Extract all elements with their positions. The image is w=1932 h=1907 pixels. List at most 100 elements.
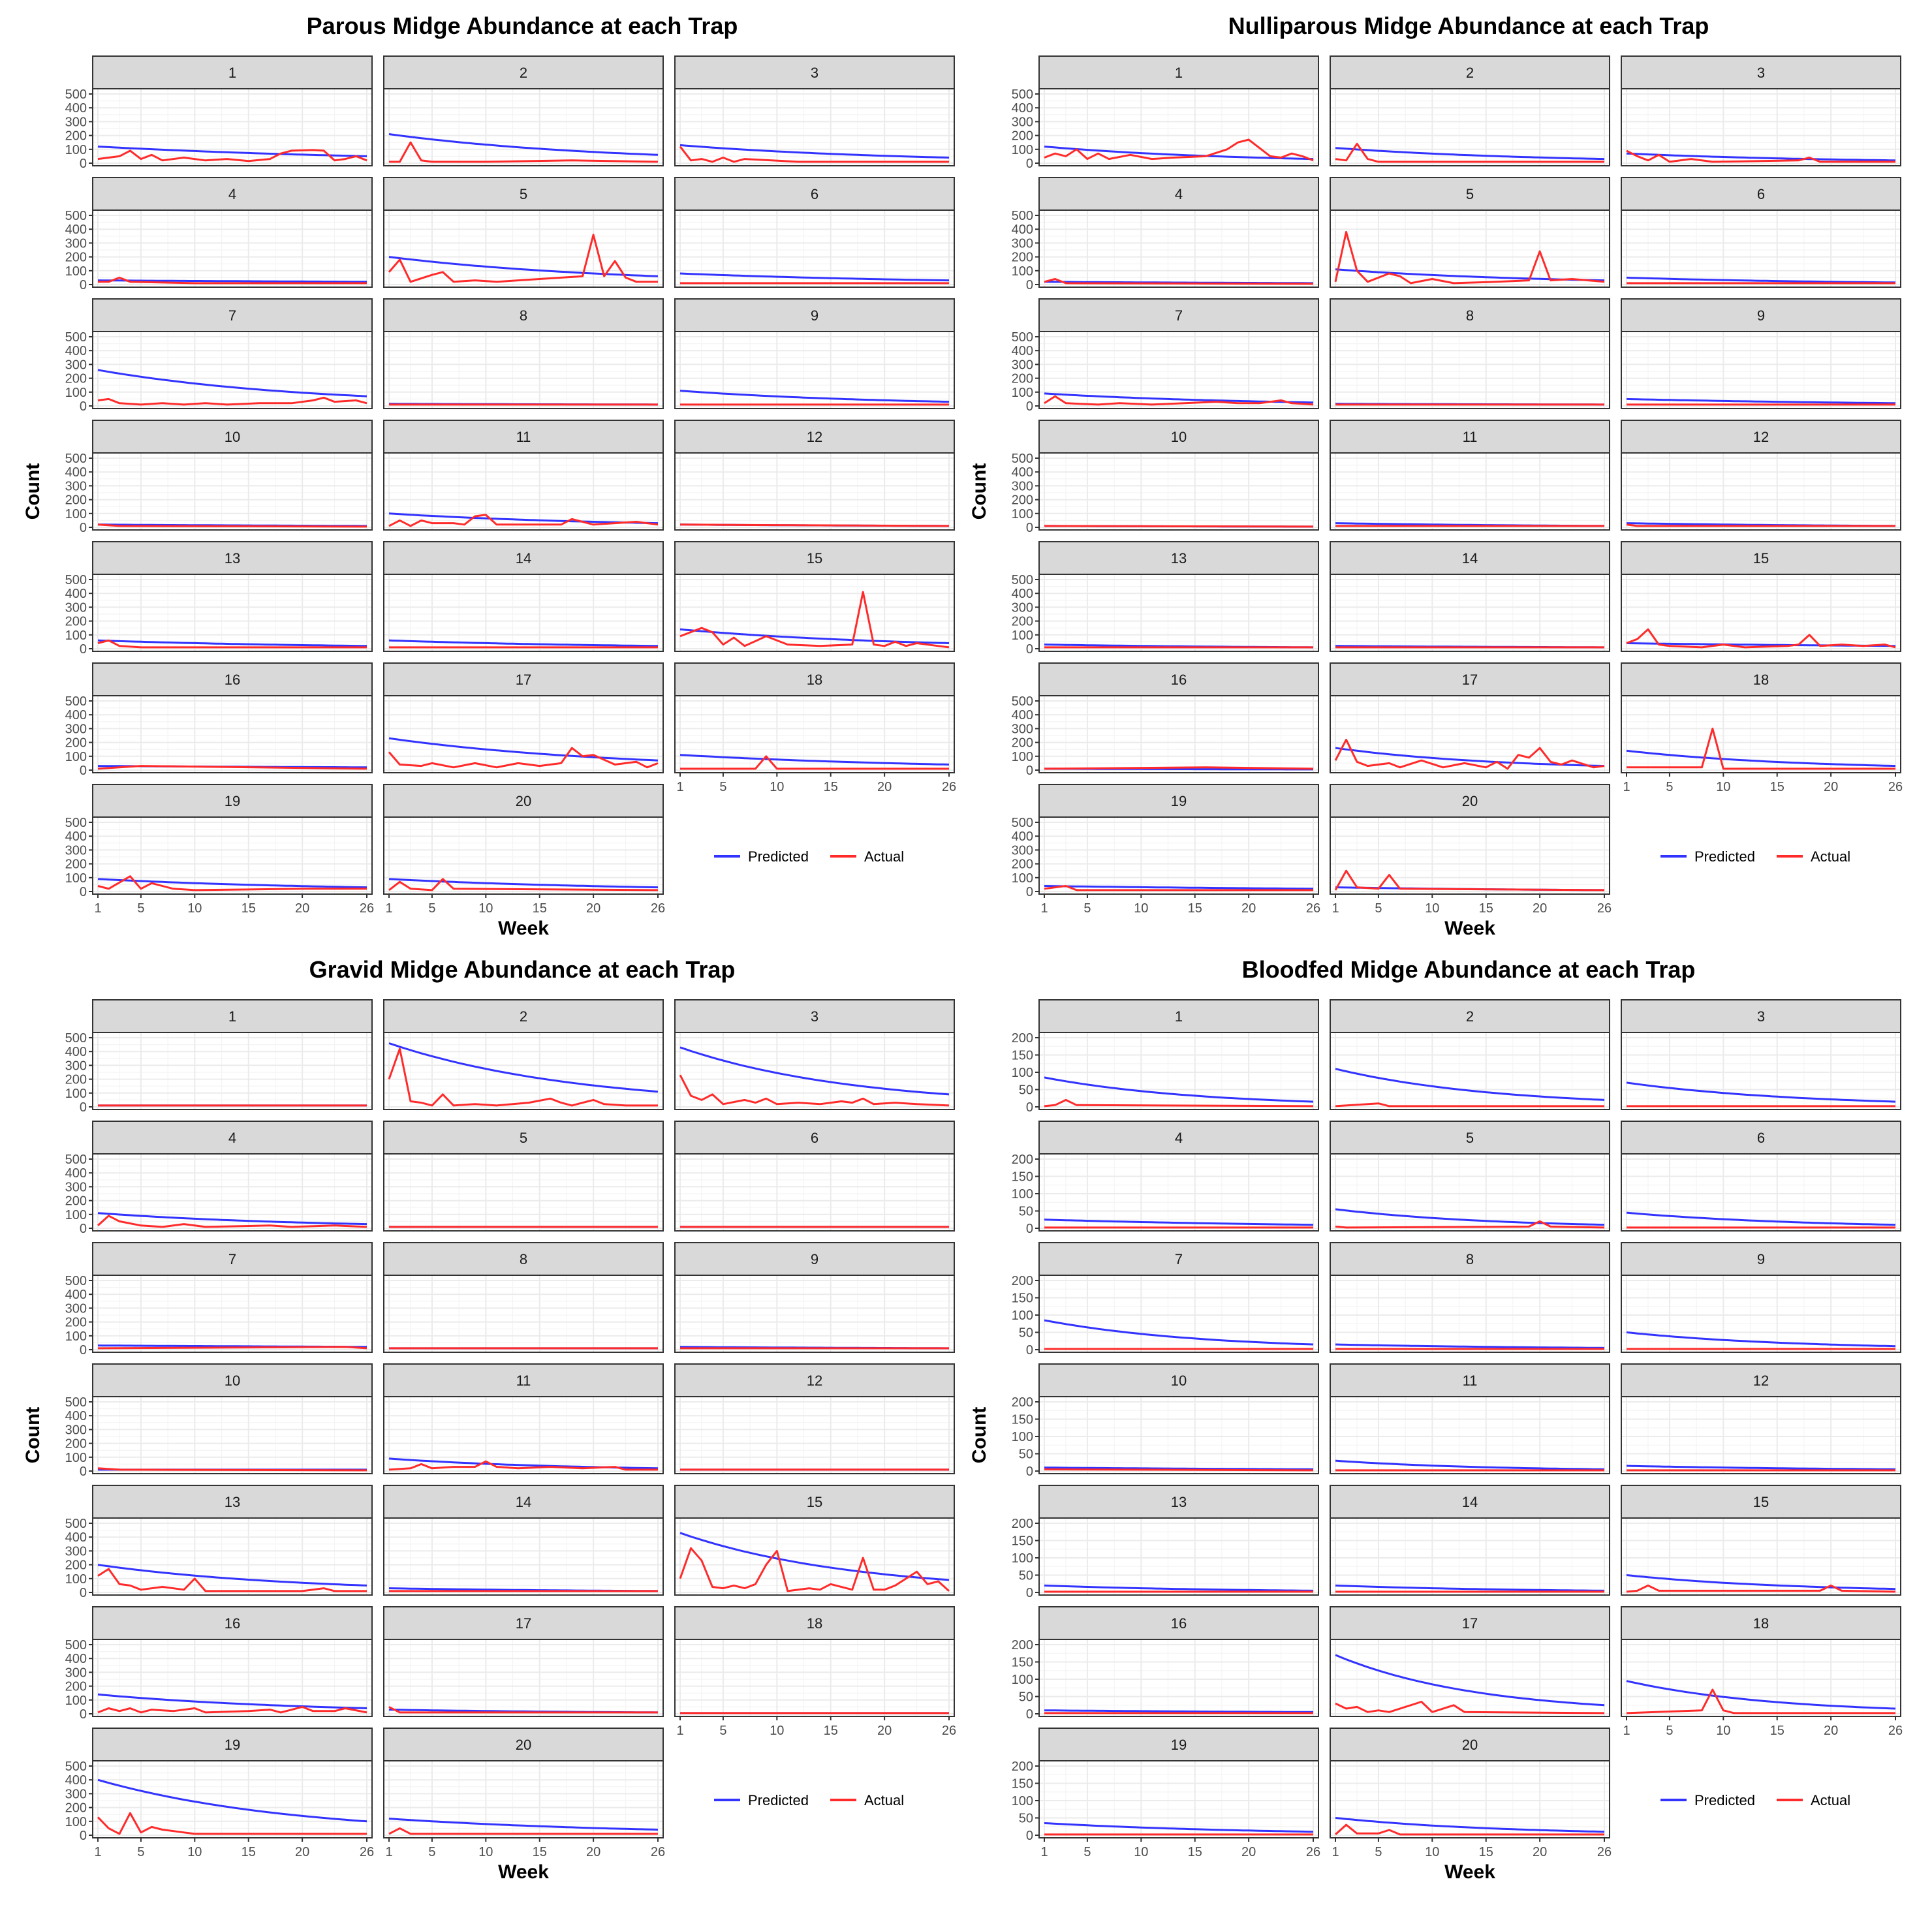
predicted-line [1335,1343,1605,1349]
panel-border [1621,331,1901,409]
panel-strip-label: 19 [225,793,240,809]
panel-border [92,331,373,409]
y-tick-label: 500 [1012,573,1033,587]
actual-line [1335,1220,1605,1229]
panel-strip [383,1606,664,1640]
panel-plot-area [92,452,373,531]
y-tick-label: 500 [65,330,87,345]
actual-line [1335,1102,1604,1108]
panel-strip-label: 18 [807,672,822,688]
panel-strip [1330,784,1610,818]
x-tick-label: 5 [1375,901,1382,916]
x-tick-label: 5 [1375,1845,1382,1859]
x-tick-label: 26 [942,780,956,794]
y-tick-label: 200 [1012,251,1033,265]
y-tick-label: 0 [80,1343,87,1357]
y-tick-label: 50 [1019,1205,1033,1219]
panel-strip-label: 20 [516,793,531,809]
panel-trap-20: 201 5 10 15 20 26 [383,784,665,916]
panel-plot-area [1330,1760,1610,1838]
panel-strip-label: 1 [228,1008,236,1025]
x-tick-label: 15 [242,1845,256,1859]
x-tick-label: 1 [1623,1724,1630,1738]
panel-trap-8: 8 [383,1242,664,1353]
panel-strip [1621,420,1901,454]
x-axis-title: Week [1444,918,1495,939]
panel-border [1621,1396,1901,1474]
panel-border [92,209,373,288]
panel-strip-label: 20 [1462,793,1478,809]
panel-strip-label: 18 [807,1615,822,1632]
panel-plot-area [1621,1517,1901,1596]
panel-strip [383,298,664,332]
panel-trap-7: 7 0 50 100 150 200 [1012,1242,1319,1357]
panel-strip [1038,999,1319,1033]
predicted-line [1335,1068,1605,1101]
panel-trap-2: 2 [383,999,664,1110]
y-tick-label: 400 [1012,223,1033,237]
legend: Predicted Actual [1660,848,1850,865]
panel-plot-area [1621,1639,1901,1717]
panel-strip-label: 1 [1175,1008,1183,1025]
panel-strip-label: 9 [811,307,818,324]
y-tick-label: 200 [1012,1274,1033,1288]
actual-line [97,875,367,891]
panel-strip-label: 7 [228,1251,236,1267]
x-tick-label: 1 [385,901,392,916]
panel-plot-area [1621,1032,1901,1110]
actual-line [388,878,659,891]
panel-strip [383,784,664,818]
panel-strip-label: 11 [1463,429,1478,445]
x-tick-label: 15 [824,780,838,794]
actual-line [679,146,949,163]
x-tick-label: 10 [1425,901,1439,916]
panel-plot-area [674,1153,955,1232]
panel-trap-11: 11 [383,420,664,531]
panel-trap-16: 16 0 50 100 150 200 [1012,1606,1319,1722]
panel-strip [1330,1485,1610,1519]
actual-line [1044,885,1313,891]
actual-line [1334,738,1605,770]
panel-trap-14: 14 [383,1485,664,1596]
y-tick-label: 0 [80,521,87,535]
actual-line [388,1460,658,1471]
panel-plot-area [674,1639,955,1717]
x-tick-label: 15 [533,901,547,916]
y-tick-label: 100 [1012,1187,1033,1202]
predicted-line [388,133,659,156]
panel-border [1330,695,1610,773]
panel-trap-11: 11 [1330,420,1610,531]
y-tick-label: 300 [65,600,87,615]
x-tick-label: 26 [1597,1845,1612,1859]
panel-border [383,816,664,895]
panel-strip [1038,55,1319,89]
x-tick-label: 10 [1716,780,1730,794]
panel-strip [674,55,955,89]
panel-strip [92,1728,373,1761]
y-tick-label: 150 [1012,1777,1033,1791]
actual-line [1334,869,1605,891]
y-tick-label: 100 [1012,264,1033,279]
y-tick-label: 0 [1026,1465,1033,1479]
y-tick-label: 400 [65,708,87,722]
panel-border [1038,1517,1319,1596]
y-tick-label: 150 [1012,1170,1033,1185]
y-tick-label: 500 [65,1274,87,1288]
y-axis-title: Count [969,463,990,520]
predicted-line [1044,1709,1313,1713]
y-tick-label: 500 [65,1517,87,1531]
panel-strip-label: 8 [1466,307,1474,324]
panel-plot-area [92,209,373,288]
panel-plot-area [1330,1517,1610,1596]
predicted-line [1626,1574,1896,1590]
panel-trap-15: 15 [674,1485,955,1596]
panel-border [1621,1275,1901,1353]
panel-plot-area [1621,452,1901,531]
panel-strip [1621,662,1901,696]
panel-strip-label: 19 [1171,793,1187,809]
predicted-line [1335,1654,1605,1707]
